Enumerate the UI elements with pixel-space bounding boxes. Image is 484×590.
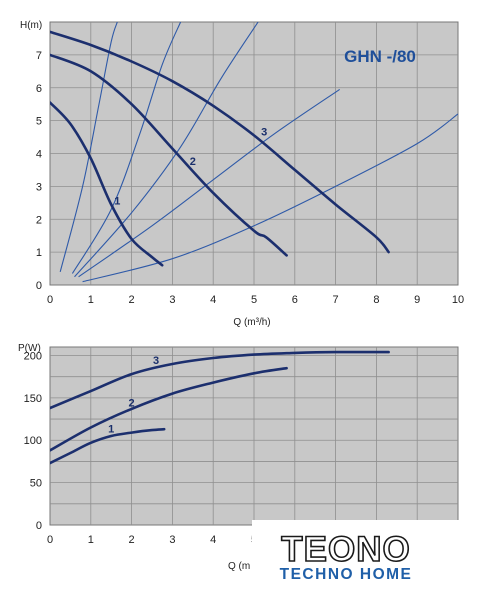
head-x-tick-label: 8 — [373, 294, 379, 306]
power-y-tick-label: 0 — [36, 520, 42, 532]
logo-main-text: TEONO — [281, 530, 410, 569]
power-x-tick-label: 2 — [129, 534, 135, 546]
head-x-tick-label: 1 — [88, 294, 94, 306]
head-curve-2 — [50, 53, 288, 257]
head-y-axis-label: H(m) — [20, 20, 42, 31]
logo-sub-text: TECHNO HOME — [280, 566, 413, 583]
head-y-tick-label: 2 — [36, 214, 42, 226]
power-y-tick-label: 50 — [30, 478, 42, 490]
head-curve-1 — [50, 101, 164, 267]
head-y-tick-label: 4 — [36, 149, 42, 161]
power-curve-2 — [50, 366, 288, 452]
head-chart: 0 1 2 3 4 5 6 7 8 9 10 0 1 2 3 4 5 6 7 1 2 3 — [36, 21, 464, 306]
head-x-tick-label: 2 — [129, 294, 135, 306]
power-x-tick-label: 4 — [210, 534, 216, 546]
head-y-tick-label: 0 — [36, 280, 42, 292]
head-y-tick-label: 5 — [36, 116, 42, 128]
chart-title: GHN -/80 — [344, 47, 416, 66]
head-system-curve — [71, 22, 182, 274]
power-y-tick-label: 100 — [24, 435, 42, 447]
head-system-curve — [74, 22, 259, 278]
head-y-tick-label: 7 — [36, 50, 42, 62]
power-curve-label-2: 2 — [129, 397, 135, 409]
power-curve-1 — [50, 427, 166, 465]
head-x-tick-label: 7 — [333, 294, 339, 306]
head-x-tick-label: 3 — [169, 294, 175, 306]
head-x-tick-label: 4 — [210, 294, 216, 306]
head-y-tick-label: 3 — [36, 181, 42, 193]
head-x-tick-label: 0 — [47, 294, 53, 306]
power-x-tick-label: 1 — [88, 534, 94, 546]
power-curve-label-1: 1 — [108, 424, 114, 436]
head-y-tick-label: 6 — [36, 83, 42, 95]
head-curve-label-3: 3 — [261, 126, 267, 138]
head-y-tick-label: 1 — [36, 247, 42, 259]
head-curve-3 — [50, 30, 390, 254]
power-y-tick-label: 200 — [24, 350, 42, 362]
head-x-tick-label: 6 — [292, 294, 298, 306]
head-x-axis-label: Q (m³/h) — [233, 317, 270, 328]
head-x-tick-label: 10 — [452, 294, 464, 306]
brand-logo: TEONO TECHNO HOME — [252, 520, 484, 590]
power-y-axis-label: P(W) — [18, 343, 41, 354]
power-x-tick-label: 0 — [47, 534, 53, 546]
power-curve-label-3: 3 — [153, 355, 159, 367]
logo-background — [252, 520, 484, 590]
power-y-tick-label: 150 — [24, 393, 42, 405]
power-x-tick-label: 3 — [169, 534, 175, 546]
head-curve-label-1: 1 — [114, 195, 120, 207]
head-system-curve — [59, 22, 118, 273]
head-system-curve — [78, 88, 341, 278]
power-chart: 012345050100150200123 — [24, 346, 459, 546]
power-x-axis-label: Q (m — [228, 561, 250, 572]
head-x-tick-label: 5 — [251, 294, 257, 306]
head-x-tick-label: 9 — [414, 294, 420, 306]
head-curve-label-2: 2 — [190, 156, 196, 168]
power-curve-3 — [50, 350, 390, 410]
